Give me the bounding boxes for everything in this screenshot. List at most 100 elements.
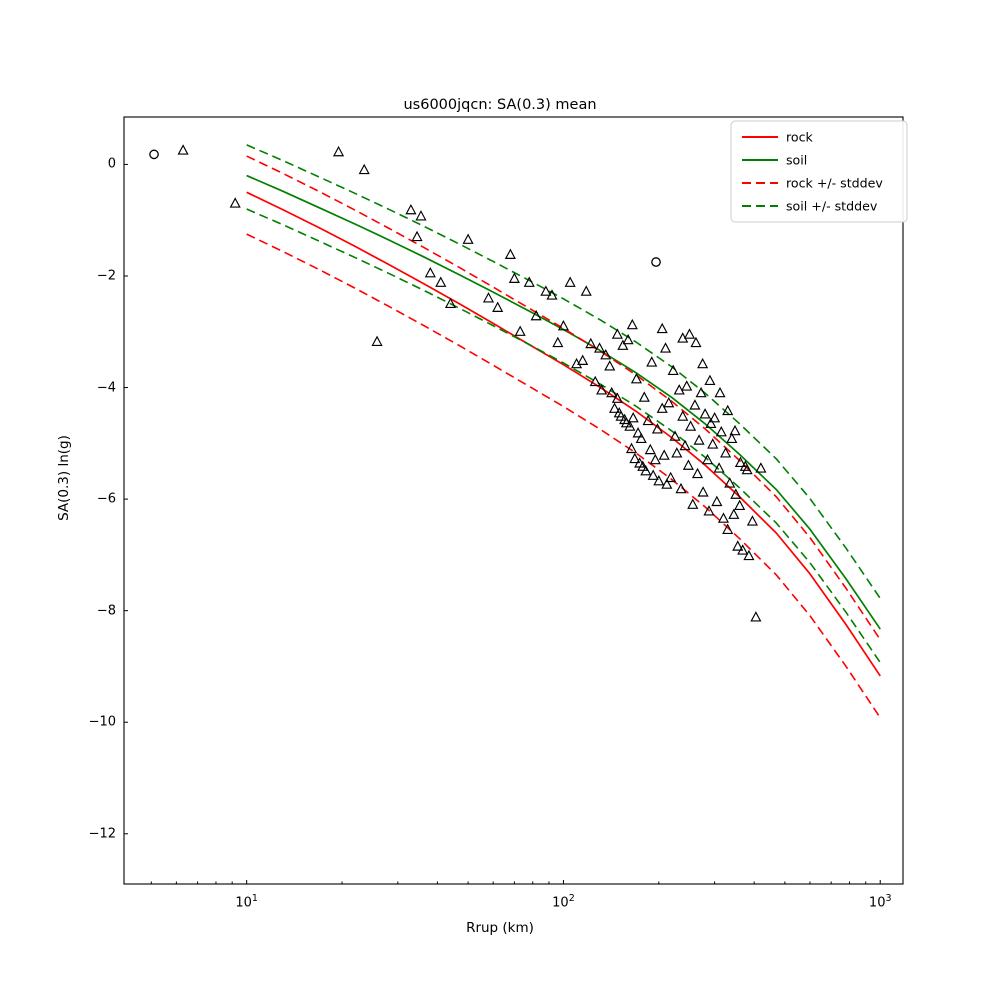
data-point-triangle	[679, 439, 691, 451]
data-point-triangle	[611, 392, 623, 403]
data-point-triangle	[697, 357, 709, 369]
data-point-triangle	[540, 285, 552, 296]
data-point-triangle	[642, 414, 654, 426]
data-point-triangle	[665, 471, 677, 483]
data-point-triangle	[630, 372, 643, 384]
x-tick-label-0: 101	[235, 893, 258, 911]
data-point-triangle	[646, 356, 658, 367]
data-point-triangle	[611, 328, 623, 339]
data-point-triangle	[693, 434, 705, 445]
curve-soil-stddev-lower	[246, 208, 881, 664]
data-point-triangle	[746, 515, 758, 526]
data-point-triangle	[667, 364, 679, 375]
data-point-triangle	[530, 309, 542, 321]
data-point-triangle	[656, 322, 668, 334]
data-point-triangle	[673, 384, 685, 395]
data-point-triangle	[647, 469, 659, 480]
data-point-triangle	[682, 459, 694, 470]
data-point-triangle	[699, 408, 711, 419]
data-point-triangle	[589, 375, 601, 387]
data-point-triangle	[685, 420, 697, 431]
data-point-triangle	[444, 297, 457, 309]
curve-rock-stddev-lower	[246, 233, 881, 719]
y-tick-label-4: −8	[96, 603, 116, 619]
curve-rock	[246, 191, 881, 677]
data-point-triangle	[734, 456, 746, 468]
data-point-triangle	[707, 438, 719, 449]
data-point-triangle	[722, 404, 734, 416]
data-point-triangle	[629, 452, 641, 464]
data-point-triangle	[508, 272, 520, 283]
data-point-triangle	[415, 210, 427, 221]
data-point-triangle	[640, 464, 652, 476]
data-point-triangle	[371, 335, 383, 346]
data-point-triangle	[728, 508, 740, 519]
data-point-triangle	[411, 230, 423, 242]
chart-title: us6000jqcn: SA(0.3) mean	[403, 97, 597, 113]
data-point-triangle	[658, 449, 670, 460]
data-point-triangle	[720, 447, 732, 458]
data-point-triangle	[627, 412, 639, 423]
data-point-triangle	[514, 325, 526, 336]
data-point-triangle	[624, 420, 636, 431]
data-point-triangle	[726, 432, 738, 444]
data-point-triangle	[705, 417, 717, 428]
data-point-triangle	[609, 402, 621, 413]
data-point-triangle	[580, 285, 592, 296]
x-tick-label-2: 103	[868, 893, 892, 911]
data-point-triangle	[577, 354, 589, 365]
data-point-triangle	[606, 386, 618, 398]
data-point-triangle	[626, 318, 638, 330]
data-point-triangle	[715, 425, 727, 437]
data-point-circle	[651, 257, 661, 267]
data-point-triangle	[405, 203, 417, 215]
data-point-triangle	[424, 266, 436, 278]
data-point-triangle	[177, 144, 189, 155]
data-point-triangle	[585, 337, 597, 349]
data-point-triangle	[689, 399, 701, 410]
x-axis-label: Rrup (km)	[466, 920, 534, 936]
data-point-triangle	[729, 424, 741, 436]
y-tick-label-2: −4	[96, 380, 116, 396]
data-point-triangle	[681, 380, 693, 391]
legend[interactable]: rock soil rock +/- stddev soil +/- stddev	[730, 120, 908, 223]
data-point-triangle	[697, 486, 709, 497]
data-point-triangle	[690, 336, 702, 348]
data-point-circle	[149, 149, 159, 160]
data-point-triangle	[482, 292, 495, 303]
data-point-triangle	[504, 248, 516, 259]
data-point-triangle	[709, 412, 721, 423]
data-point-triangle	[669, 430, 681, 441]
data-point-triangle	[546, 289, 558, 300]
data-point-triangle	[675, 482, 687, 494]
data-point-triangle	[750, 611, 762, 622]
data-point-triangle	[755, 462, 767, 473]
data-point-triangle	[651, 423, 663, 434]
data-point-triangle	[600, 348, 612, 360]
data-point-triangle	[649, 453, 661, 465]
axes-frame	[123, 116, 904, 885]
y-tick-label-1: −2	[96, 268, 116, 284]
data-point-triangle	[743, 549, 755, 561]
data-point-triangle	[557, 319, 570, 331]
data-point-triangle	[229, 197, 241, 208]
model-curves	[246, 144, 881, 719]
legend-label-1: soil	[786, 153, 807, 168]
curve-rock-stddev-upper	[246, 155, 881, 641]
data-point-triangle	[604, 360, 616, 371]
data-point-triangle	[683, 328, 696, 339]
data-point-triangle	[644, 443, 656, 455]
data-point-triangle	[622, 333, 634, 345]
data-point-triangle	[704, 374, 716, 386]
data-point-triangle	[677, 410, 689, 421]
axis-ticks	[124, 163, 881, 884]
data-point-triangle	[741, 463, 753, 475]
data-point-triangle	[695, 386, 707, 398]
legend-label-3: soil +/- stddev	[786, 199, 878, 214]
data-point-triangle	[661, 478, 673, 489]
data-point-triangle	[714, 386, 726, 398]
data-point-triangle	[703, 505, 715, 516]
data-point-triangle	[732, 540, 744, 551]
data-point-triangle	[462, 233, 474, 244]
data-point-triangle	[671, 447, 683, 458]
